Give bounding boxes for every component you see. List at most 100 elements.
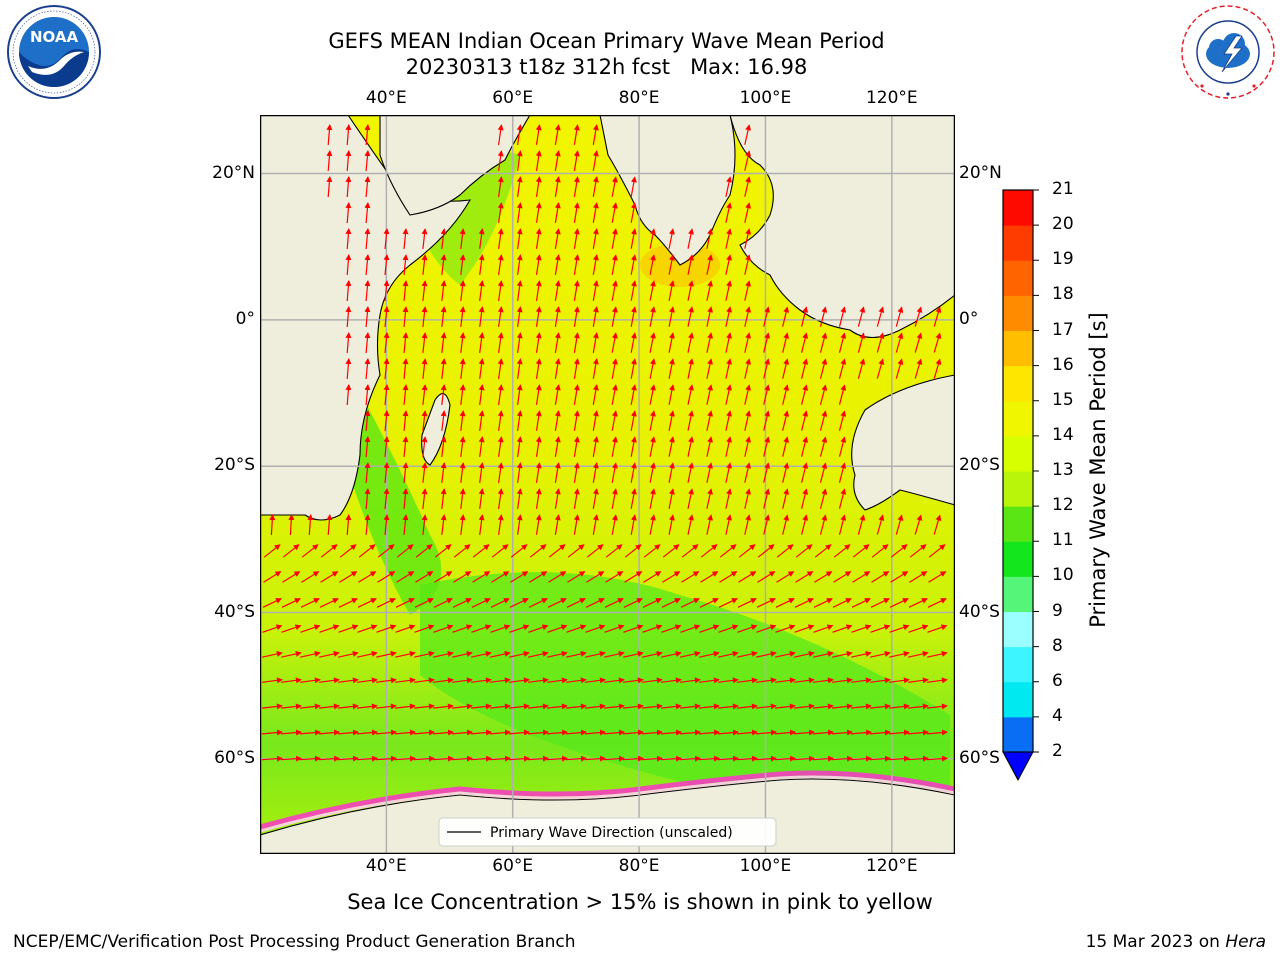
wave-arrow (838, 436, 847, 457)
wave-arrow (908, 598, 928, 608)
wave-arrow (433, 650, 454, 658)
wave-arrow (782, 332, 790, 353)
wave-arrow (775, 598, 795, 608)
wave-arrow (668, 332, 675, 353)
wave-arrow (725, 436, 732, 457)
wave-arrow (926, 755, 948, 762)
wave-arrow (478, 436, 485, 457)
wave-arrow (434, 571, 453, 583)
wave-arrow (491, 571, 510, 583)
wave-arrow (535, 332, 542, 353)
wave-arrow (719, 544, 737, 558)
wave-arrow (668, 384, 675, 405)
wave-arrow (680, 624, 701, 633)
wave-arrow (801, 514, 809, 535)
wave-arrow (573, 306, 580, 327)
wave-arrow (642, 650, 663, 658)
wave-arrow (611, 202, 618, 223)
wave-arrow (870, 703, 891, 710)
wave-arrow (687, 332, 694, 353)
wave-arrow (376, 598, 396, 608)
wave-arrow (813, 598, 833, 608)
lat-tick-right: 0° (959, 308, 979, 329)
wave-arrow (776, 544, 794, 558)
wave-arrow (908, 677, 929, 684)
wave-arrow (926, 729, 948, 736)
colorbar-tick-label: 8 (1052, 635, 1063, 656)
wave-arrow (509, 598, 529, 608)
wave-arrow (623, 624, 644, 633)
wave-arrow (623, 677, 644, 684)
wave-arrow (554, 488, 561, 509)
wave-arrow (490, 624, 511, 633)
wave-arrow (914, 332, 923, 353)
wave-arrow (718, 703, 739, 710)
wave-arrow (819, 436, 828, 457)
wave-arrow (566, 677, 587, 684)
wave-arrow (611, 436, 618, 457)
wave-arrow (819, 384, 828, 405)
wave-arrow (744, 176, 752, 197)
wave-arrow (497, 280, 504, 301)
colorbar-tick-label: 2 (1052, 741, 1063, 761)
wave-arrow (819, 358, 828, 379)
wave-arrow (567, 571, 586, 583)
wave-arrow (459, 332, 466, 353)
wave-arrow (681, 571, 700, 583)
wave-arrow (933, 514, 942, 535)
wave-arrow (611, 332, 618, 353)
wave-arrow (725, 384, 732, 405)
wave-arrow (611, 228, 618, 249)
lat-tick-right: 20°S (959, 455, 1000, 476)
wave-arrow (280, 755, 302, 762)
wave-arrow (813, 677, 834, 684)
wave-arrow (478, 462, 485, 483)
wave-arrow (838, 358, 847, 379)
wave-arrow (795, 571, 814, 583)
wave-arrow (838, 410, 847, 431)
wave-arrow (914, 514, 923, 535)
wave-arrow (326, 176, 333, 198)
wave-arrow (452, 624, 473, 633)
wave-arrow (345, 514, 352, 536)
wave-arrow (679, 755, 701, 762)
wave-arrow (516, 280, 523, 301)
wave-arrow (364, 332, 371, 354)
wave-arrow (345, 254, 352, 276)
wave-arrow (649, 306, 656, 327)
wave-arrow (630, 384, 637, 405)
wave-arrow (516, 124, 523, 145)
wave-arrow (345, 384, 352, 406)
wave-arrow (725, 228, 732, 249)
wave-arrow (300, 624, 321, 633)
wave-arrow (510, 544, 528, 558)
wave-arrow (421, 280, 428, 301)
wave-arrow (490, 650, 511, 658)
wave-arrow (870, 677, 891, 684)
wave-arrow (567, 544, 585, 558)
wave-arrow (643, 544, 661, 558)
wave-arrow (565, 729, 587, 736)
wave-arrow (345, 228, 352, 250)
wave-arrow (497, 514, 504, 535)
lon-tick-top: 40°E (365, 88, 407, 108)
wave-arrow (857, 332, 866, 353)
wave-arrow (516, 384, 523, 405)
wave-arrow (706, 436, 713, 457)
wave-arrow (535, 488, 542, 509)
wave-arrow (535, 124, 542, 145)
wave-arrow (509, 624, 530, 633)
wave-arrow (262, 677, 283, 684)
wave-arrow (649, 254, 656, 275)
wave-arrow (440, 332, 447, 353)
wave-arrow (718, 624, 739, 633)
wave-arrow (744, 514, 752, 535)
wave-arrow (376, 703, 397, 710)
wave-arrow (763, 384, 771, 405)
wave-arrow (459, 410, 466, 431)
wave-arrow (402, 254, 409, 275)
wave-arrow (763, 488, 771, 509)
wave-arrow (832, 650, 853, 658)
wave-arrow (927, 703, 948, 710)
wave-arrow (738, 571, 757, 583)
